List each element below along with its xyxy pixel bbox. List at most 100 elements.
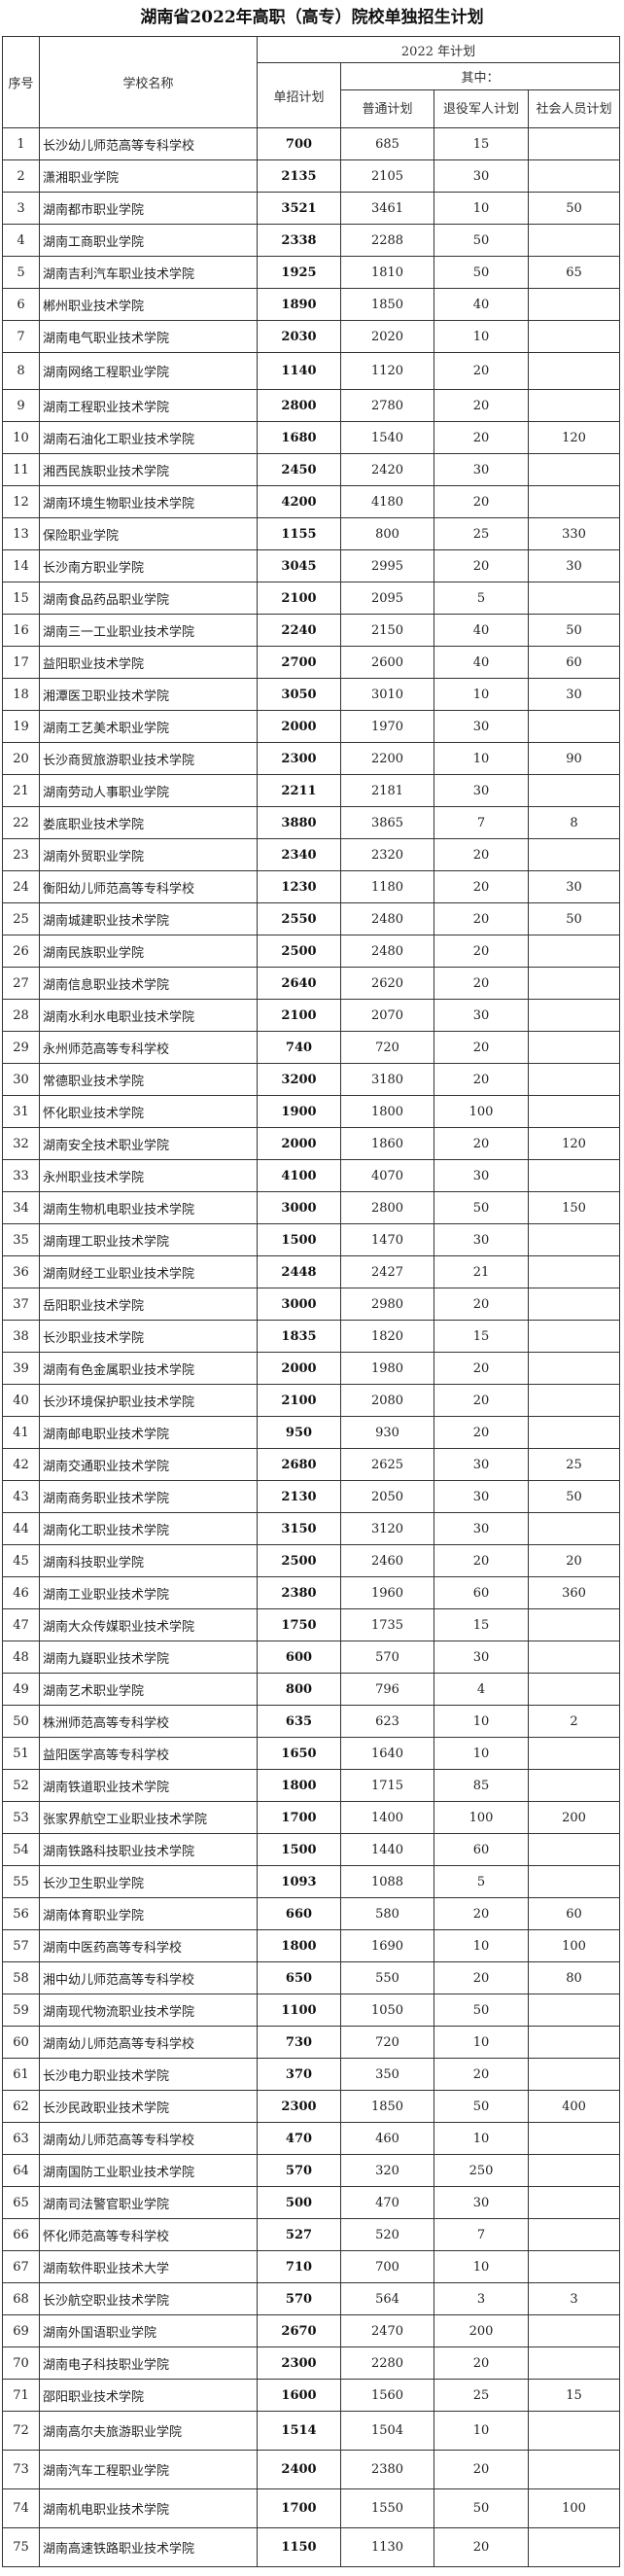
cell-seq: 10 [2,421,40,454]
cell-veteran: 30 [433,1448,529,1481]
table-row: 46 湖南工业职业技术学院 2380 1960 60 360 [2,1576,621,1609]
cell-regular: 2020 [340,320,434,353]
cell-regular: 1960 [340,1576,434,1609]
cell-regular: 1470 [340,1223,434,1256]
cell-regular: 1088 [340,1865,434,1898]
cell-seq: 31 [2,1095,40,1128]
cell-regular: 720 [340,2026,434,2059]
header-school: 学校名称 [39,36,258,128]
cell-veteran: 15 [433,1608,529,1641]
cell-total: 2700 [257,646,341,679]
cell-veteran: 10 [433,2026,529,2059]
cell-seq: 39 [2,1352,40,1385]
table-row: 35 湖南理工职业技术学院 1500 1470 30 [2,1223,621,1256]
cell-social: 3 [527,2282,621,2315]
cell-seq: 75 [2,2527,40,2567]
cell-social [527,999,621,1032]
table-row: 8 湖南网络工程职业学院 1140 1120 20 [2,352,621,390]
cell-name: 郴州职业技术学院 [39,288,258,321]
table-row: 48 湖南九嶷职业技术学院 600 570 30 [2,1641,621,1674]
cell-regular: 930 [340,1416,434,1449]
table-row: 64 湖南国防工业职业技术学院 570 320 250 [2,2154,621,2187]
cell-name: 湖南城建职业技术学院 [39,902,258,935]
cell-social [527,2450,621,2489]
cell-social: 400 [527,2090,621,2123]
cell-veteran: 30 [433,1512,529,1545]
cell-total: 2680 [257,1448,341,1481]
cell-regular: 2420 [340,453,434,486]
cell-total: 950 [257,1416,341,1449]
cell-seq: 61 [2,2058,40,2091]
table-row: 66 怀化师范高等专科学校 527 520 7 [2,2218,621,2251]
cell-veteran: 7 [433,806,529,839]
cell-social: 30 [527,870,621,903]
cell-regular: 2105 [340,159,434,193]
table-row: 58 湘中幼儿师范高等专科学校 650 550 20 80 [2,1961,621,1994]
table-row: 38 长沙职业技术学院 1835 1820 15 [2,1320,621,1353]
cell-total: 570 [257,2154,341,2187]
cell-name: 益阳医学高等专科学校 [39,1737,258,1770]
cell-regular: 1180 [340,870,434,903]
cell-social: 30 [527,549,621,582]
cell-seq: 9 [2,389,40,422]
cell-total: 1750 [257,1608,341,1641]
cell-veteran: 10 [433,2122,529,2155]
header-social: 社会人员计划 [527,89,621,128]
cell-total: 470 [257,2122,341,2155]
cell-social [527,1255,621,1288]
cell-regular: 1504 [340,2411,434,2451]
cell-veteran: 20 [433,1063,529,1096]
cell-name: 湘西民族职业技术学院 [39,453,258,486]
cell-social [527,1063,621,1096]
cell-veteran: 85 [433,1769,529,1802]
cell-veteran: 20 [433,1544,529,1577]
cell-total: 1925 [257,256,341,289]
cell-veteran: 50 [433,1191,529,1224]
cell-seq: 36 [2,1255,40,1288]
cell-seq: 42 [2,1448,40,1481]
cell-name: 怀化职业技术学院 [39,1095,258,1128]
cell-name: 岳阳职业技术学院 [39,1288,258,1321]
cell-regular: 2625 [340,1448,434,1481]
cell-regular: 470 [340,2186,434,2219]
table-row: 70 湖南电子科技职业学院 2300 2280 20 [2,2347,621,2380]
cell-veteran: 30 [433,1223,529,1256]
cell-social: 30 [527,678,621,711]
cell-seq: 72 [2,2411,40,2451]
table-row: 32 湖南安全技术职业学院 2000 1860 20 120 [2,1127,621,1160]
cell-total: 1800 [257,1769,341,1802]
cell-seq: 5 [2,256,40,289]
cell-total: 2000 [257,710,341,743]
cell-veteran: 50 [433,2090,529,2123]
cell-regular: 800 [340,517,434,550]
cell-social: 20 [527,1544,621,1577]
cell-veteran: 50 [433,256,529,289]
cell-seq: 7 [2,320,40,353]
table-row: 20 长沙商贸旅游职业技术学院 2300 2200 10 90 [2,742,621,775]
cell-seq: 70 [2,2347,40,2380]
cell-seq: 59 [2,1994,40,2027]
cell-regular: 580 [340,1897,434,1930]
cell-seq: 29 [2,1031,40,1064]
cell-veteran: 30 [433,1480,529,1513]
cell-regular: 3461 [340,192,434,225]
cell-social: 50 [527,192,621,225]
cell-name: 湖南中医药高等专科学校 [39,1929,258,1962]
cell-veteran: 20 [433,2527,529,2567]
cell-veteran: 20 [433,967,529,1000]
cell-name: 湖南现代物流职业技术学院 [39,1994,258,2027]
cell-veteran: 10 [433,1929,529,1962]
cell-name: 潇湘职业学院 [39,159,258,193]
cell-regular: 550 [340,1961,434,1994]
cell-veteran: 15 [433,127,529,160]
cell-seq: 48 [2,1641,40,1674]
cell-veteran: 10 [433,320,529,353]
table-row: 61 长沙电力职业技术学院 370 350 20 [2,2058,621,2091]
cell-social [527,1352,621,1385]
cell-veteran: 3 [433,2282,529,2315]
cell-seq: 14 [2,549,40,582]
cell-veteran: 10 [433,2411,529,2451]
cell-name: 湖南工商职业学院 [39,224,258,257]
cell-veteran: 20 [433,1031,529,1064]
cell-total: 2400 [257,2450,341,2489]
